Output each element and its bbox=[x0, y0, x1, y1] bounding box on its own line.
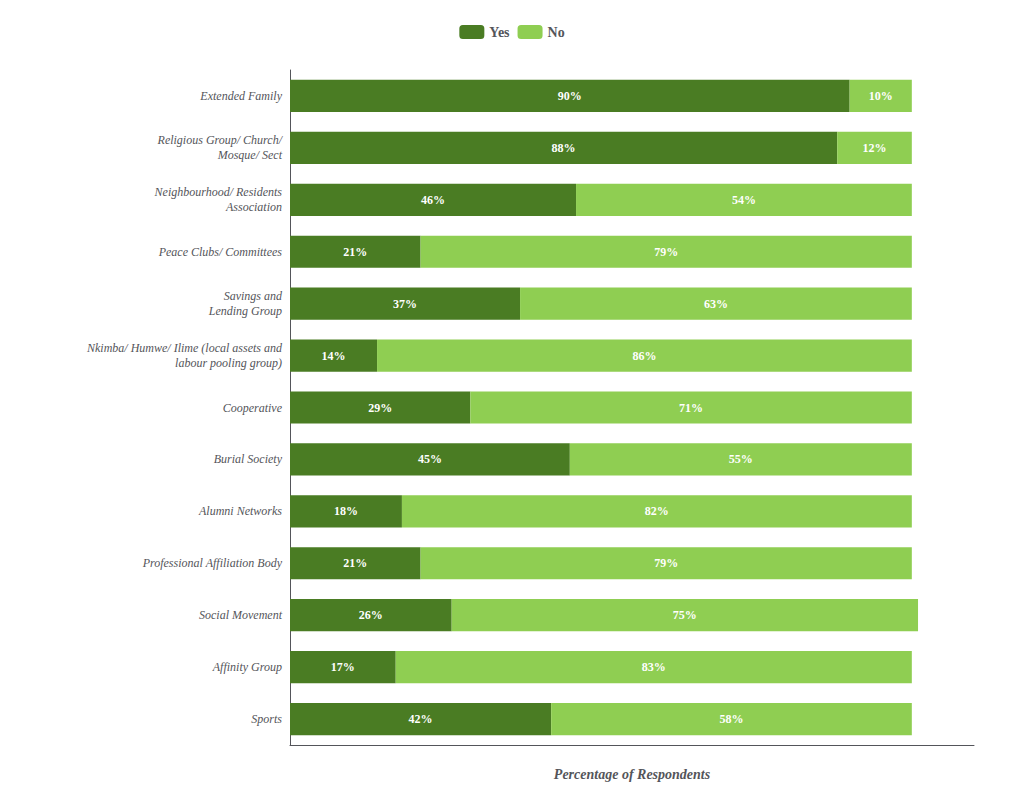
svg-text:Professional Affiliation Body: Professional Affiliation Body bbox=[142, 556, 283, 570]
svg-text:Extended Family: Extended Family bbox=[199, 89, 282, 103]
svg-text:Lending Group: Lending Group bbox=[208, 304, 282, 318]
svg-text:55%: 55% bbox=[729, 452, 753, 466]
svg-text:54%: 54% bbox=[732, 193, 756, 207]
svg-text:90%: 90% bbox=[558, 89, 582, 103]
svg-text:No: No bbox=[548, 25, 565, 40]
svg-text:Burial Society: Burial Society bbox=[214, 452, 283, 466]
svg-text:86%: 86% bbox=[632, 349, 656, 363]
svg-text:63%: 63% bbox=[704, 297, 728, 311]
svg-text:14%: 14% bbox=[322, 349, 346, 363]
svg-text:46%: 46% bbox=[421, 193, 445, 207]
svg-text:Percentage of Respondents: Percentage of Respondents bbox=[554, 767, 711, 782]
svg-text:71%: 71% bbox=[679, 401, 703, 415]
svg-text:Sports: Sports bbox=[251, 712, 282, 726]
svg-text:21%: 21% bbox=[343, 556, 367, 570]
svg-text:79%: 79% bbox=[654, 556, 678, 570]
svg-text:88%: 88% bbox=[552, 141, 576, 155]
svg-text:83%: 83% bbox=[642, 660, 666, 674]
svg-text:Peace Clubs/ Committees: Peace Clubs/ Committees bbox=[158, 245, 283, 259]
svg-text:Alumni Networks: Alumni Networks bbox=[198, 504, 282, 518]
svg-text:Mosque/ Sect: Mosque/ Sect bbox=[217, 148, 283, 162]
svg-text:10%: 10% bbox=[869, 89, 893, 103]
svg-text:Social Movement: Social Movement bbox=[199, 608, 283, 622]
svg-text:21%: 21% bbox=[343, 245, 367, 259]
svg-text:Religious Group/ Church/: Religious Group/ Church/ bbox=[157, 133, 284, 147]
svg-text:58%: 58% bbox=[719, 712, 743, 726]
svg-text:26%: 26% bbox=[359, 608, 383, 622]
svg-text:Savings and: Savings and bbox=[224, 289, 283, 303]
svg-text:Neighbourhood/ Residents: Neighbourhood/ Residents bbox=[154, 185, 283, 199]
svg-text:17%: 17% bbox=[331, 660, 355, 674]
svg-text:18%: 18% bbox=[334, 504, 358, 518]
svg-text:37%: 37% bbox=[393, 297, 417, 311]
svg-text:45%: 45% bbox=[418, 452, 442, 466]
svg-text:labour pooling group): labour pooling group) bbox=[175, 356, 282, 370]
svg-text:Cooperative: Cooperative bbox=[223, 401, 283, 415]
svg-text:Affinity Group: Affinity Group bbox=[212, 660, 282, 674]
svg-text:42%: 42% bbox=[409, 712, 433, 726]
svg-text:Nkimba/ Humwe/ Ilime (local as: Nkimba/ Humwe/ Ilime (local assets and bbox=[86, 341, 283, 355]
svg-text:75%: 75% bbox=[673, 608, 697, 622]
svg-text:Association: Association bbox=[225, 200, 282, 214]
svg-text:12%: 12% bbox=[863, 141, 887, 155]
svg-text:29%: 29% bbox=[368, 401, 392, 415]
svg-text:82%: 82% bbox=[645, 504, 669, 518]
svg-text:Yes: Yes bbox=[489, 25, 510, 40]
svg-text:79%: 79% bbox=[654, 245, 678, 259]
